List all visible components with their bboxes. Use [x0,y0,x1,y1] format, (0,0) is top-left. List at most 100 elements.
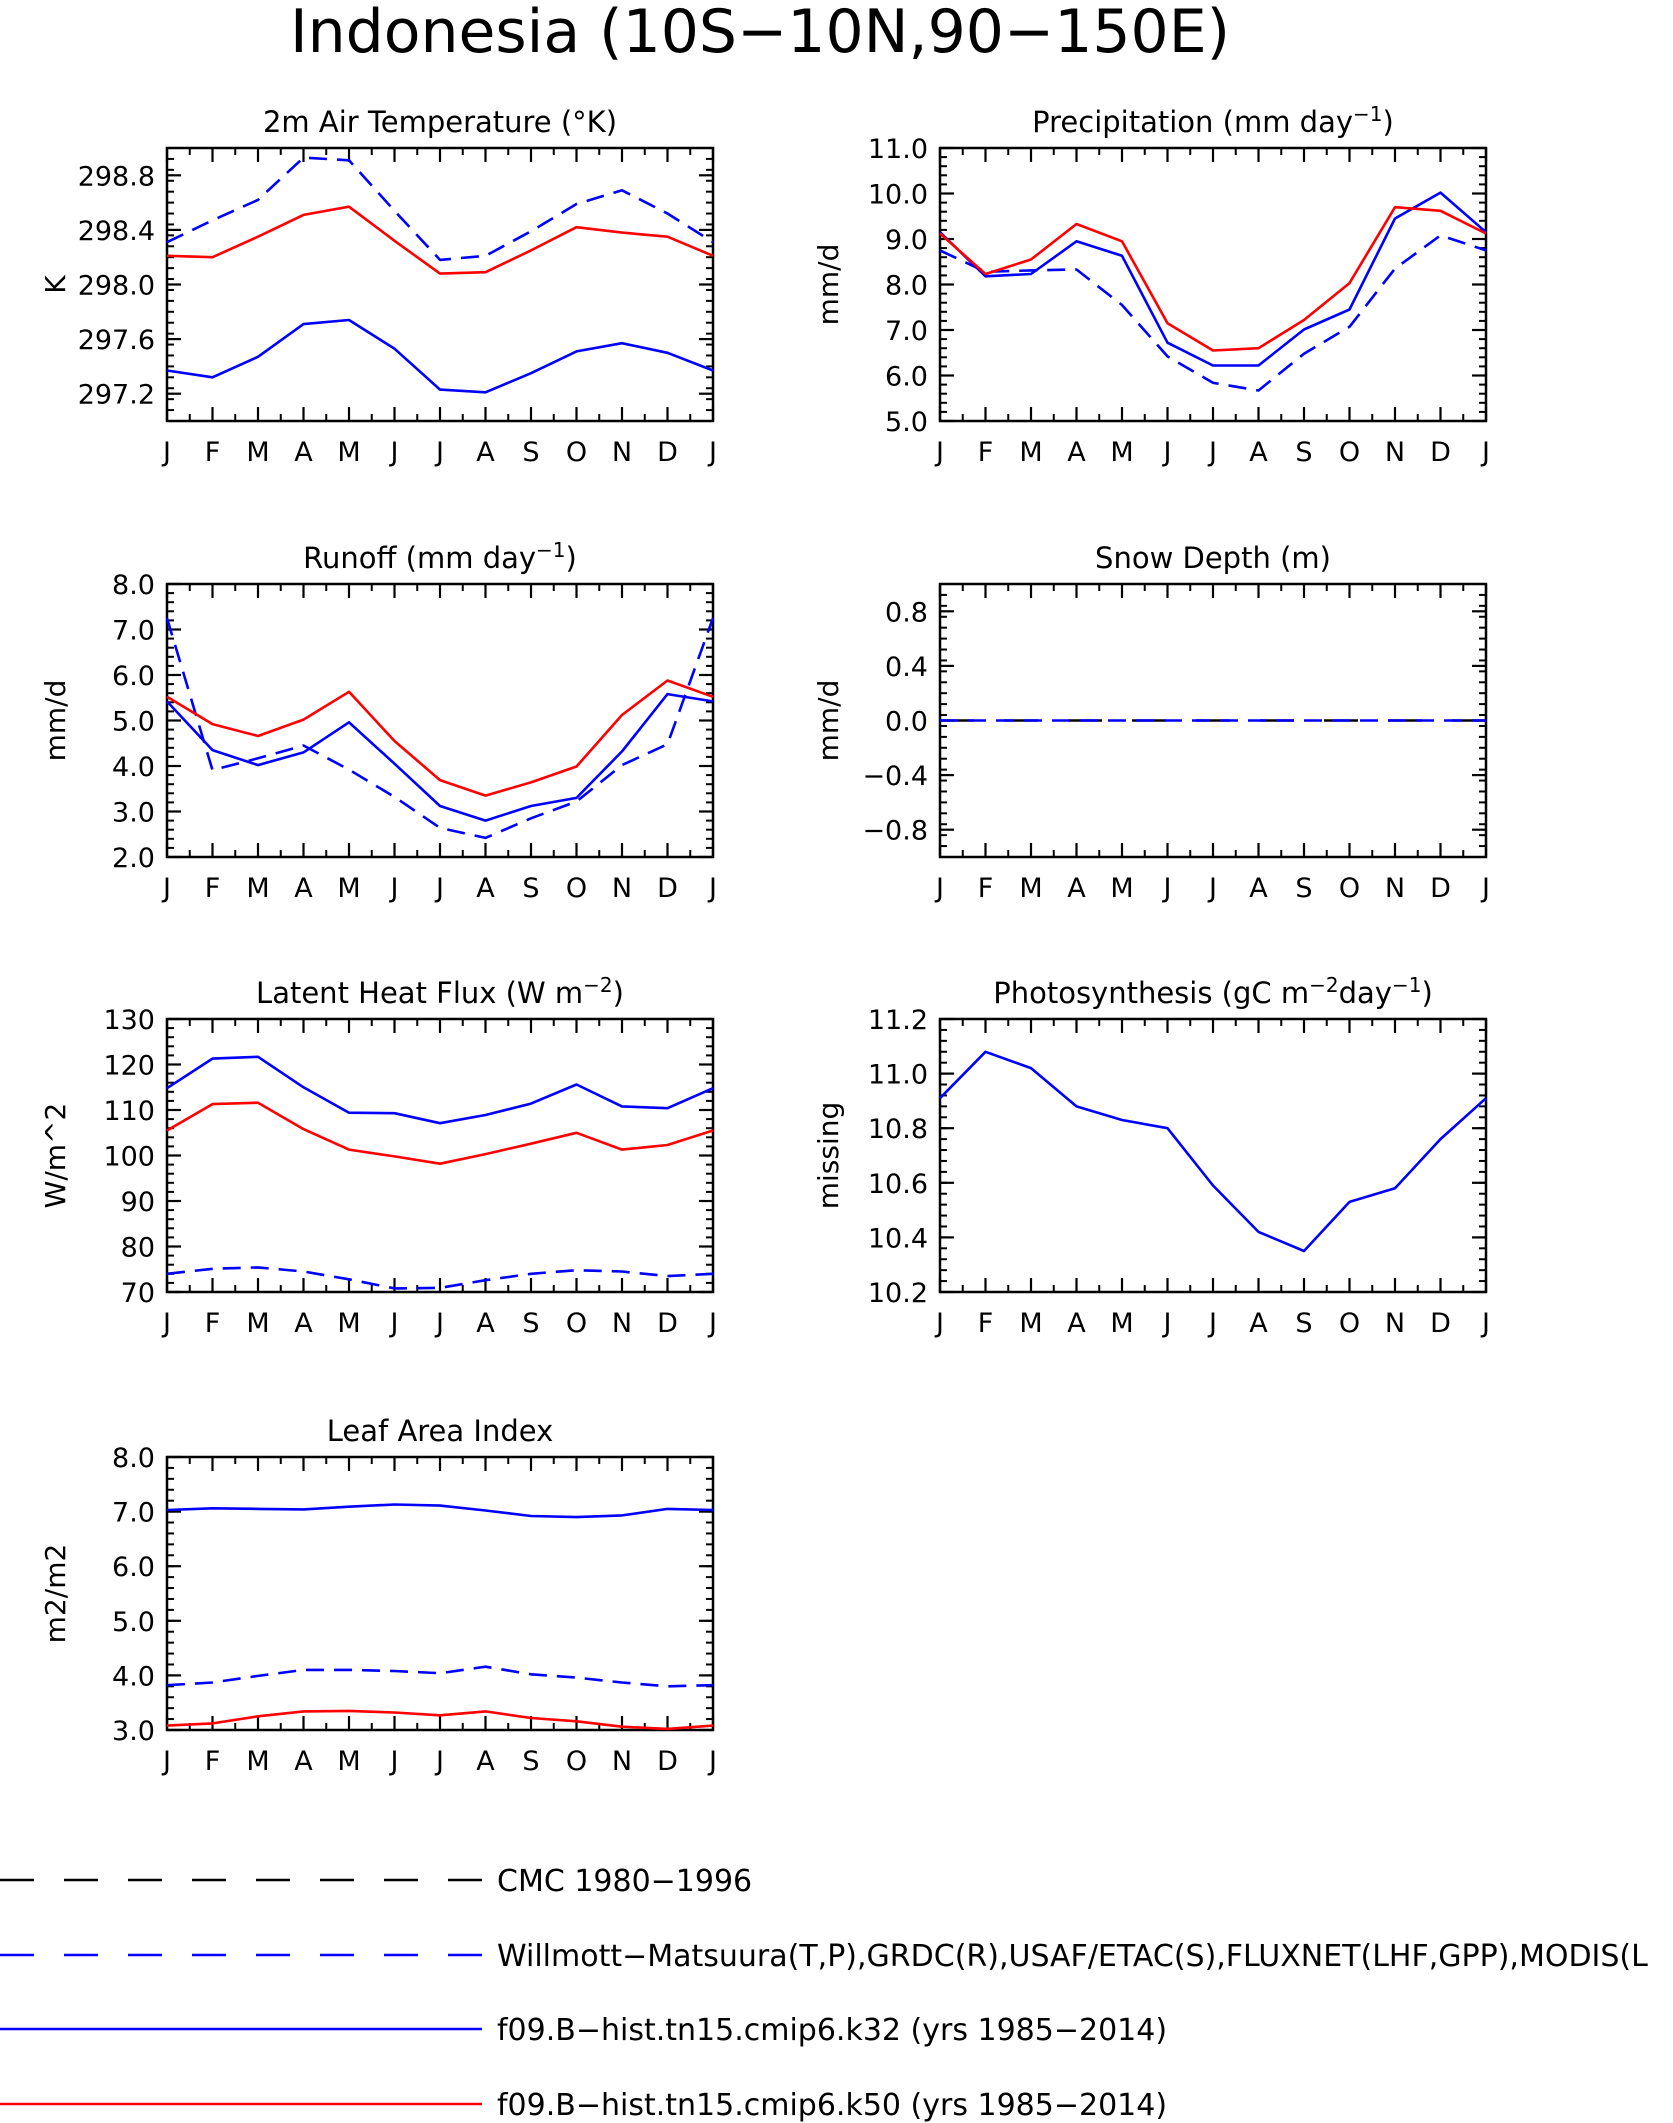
x-tick-label: N [1385,873,1405,904]
y-axis-label: missing [812,1102,845,1210]
y-tick-label: 0.4 [885,652,928,683]
y-tick-label: 3.0 [112,798,155,829]
y-tick-label: 5.0 [112,1607,155,1638]
x-tick-label: F [205,873,221,904]
chart-panel: J F M A M J J A S O N D J708090100110120130W/m^2Late… [39,973,717,1339]
series-line-k32 [166,1503,714,1519]
x-tick-label: O [566,1308,587,1339]
x-tick-label: S [1295,437,1312,468]
x-tick-label: D [1430,437,1451,468]
y-tick-label: 4.0 [112,1661,155,1692]
y-tick-label: 90 [121,1187,155,1218]
legend-item-k32: f09.B−hist.tn15.cmip6.k32 (yrs 1985−2014… [0,2013,1167,2048]
y-axis-label: K [39,275,72,294]
legend-label: f09.B−hist.tn15.cmip6.k50 (yrs 1985−2014… [497,2088,1167,2123]
x-tick-label: N [1385,437,1405,468]
x-tick-label: M [1019,437,1042,468]
x-tick-label: S [1295,873,1312,904]
x-tick-label: F [205,1308,221,1339]
legend-label: f09.B−hist.tn15.cmip6.k32 (yrs 1985−2014… [497,2013,1167,2048]
x-tick-label: J [1207,873,1217,904]
x-tick-label: A [1067,873,1086,904]
x-tick-label: S [522,437,539,468]
series-line-obs [166,1665,714,1688]
panel-title: Runoff (mm day−1) [303,538,577,575]
x-tick-label: F [978,437,994,468]
x-tick-label: A [476,437,495,468]
panel-title: Precipitation (mm day−1) [1032,102,1394,139]
panel-title: Snow Depth (m) [1095,541,1331,575]
x-tick-label: A [294,873,313,904]
y-tick-label: 6.0 [112,661,155,692]
series-line-k32 [166,692,714,822]
x-tick-label: D [657,873,678,904]
y-tick-label: 8.0 [112,570,155,601]
x-tick-label: J [1162,873,1172,904]
y-tick-label: 0.8 [885,597,928,628]
x-tick-label: J [389,1308,399,1339]
panel-title: Photosynthesis (gC m−2day−1) [993,973,1433,1010]
x-tick-label: F [205,1746,221,1777]
panel-title: Leaf Area Index [327,1414,553,1448]
y-tick-label: 0.0 [885,707,928,738]
x-tick-label: J [707,1308,717,1339]
x-tick-label: O [1339,1308,1360,1339]
series-line-k50 [939,205,1487,352]
x-tick-label: A [476,1308,495,1339]
x-tick-label: M [1110,437,1133,468]
panels-group: J F M A M J J A S O N D J297.2297.6298.0298.4298.8K2… [39,102,1490,1777]
y-tick-label: 6.0 [112,1552,155,1583]
y-tick-label: 9.0 [885,225,928,256]
y-tick-label: 11.2 [868,1005,928,1036]
x-tick-label: A [1067,437,1086,468]
y-tick-label: 7.0 [112,1498,155,1529]
x-tick-label: N [612,1308,632,1339]
x-tick-label: J [161,873,171,904]
x-tick-label: M [337,1746,360,1777]
legend-label: Willmott−Matsuura(T,P),GRDC(R),USAF/ETAC… [497,1939,1648,1974]
y-axis-label: mm/d [812,680,845,762]
y-tick-label: −0.4 [862,761,928,792]
x-tick-label: M [246,873,269,904]
x-tick-label: J [707,437,717,468]
x-tick-label: M [337,437,360,468]
x-tick-label: N [612,873,632,904]
y-tick-label: −0.8 [862,816,928,847]
x-tick-label: J [389,1746,399,1777]
x-tick-label: A [294,437,313,468]
x-tick-label: J [161,437,171,468]
x-tick-label: J [1162,1308,1172,1339]
panel-title: Latent Heat Flux (W m−2) [256,973,624,1010]
y-tick-label: 298.8 [78,161,155,192]
x-tick-label: D [657,1308,678,1339]
y-tick-label: 130 [103,1005,155,1036]
x-tick-label: D [657,1746,678,1777]
x-tick-label: M [1019,1308,1042,1339]
x-tick-label: M [337,1308,360,1339]
y-axis-label: mm/d [39,680,72,762]
x-tick-label: O [566,873,587,904]
x-tick-label: J [1480,437,1490,468]
y-tick-label: 297.6 [78,325,155,356]
chart-panel: J F M A M J J A S O N D J3.04.05.06.07.08.0m2/m2Leaf… [39,1414,717,1777]
x-tick-label: J [707,873,717,904]
y-tick-label: 10.6 [868,1169,928,1200]
x-tick-label: A [476,1746,495,1777]
x-tick-label: S [522,1308,539,1339]
x-tick-label: A [476,873,495,904]
y-tick-label: 8.0 [885,271,928,302]
y-tick-label: 298.4 [78,216,155,247]
series-line-k32 [166,1055,714,1125]
series-line-k50 [166,1709,714,1731]
x-tick-label: J [389,437,399,468]
y-tick-label: 100 [103,1142,155,1173]
x-tick-label: M [1019,873,1042,904]
chart-panel: J F M A M J J A S O N D J2.03.04.05.06.07.08.0mm/dRu… [39,538,717,904]
y-tick-label: 4.0 [112,752,155,783]
series-line-obs [939,234,1487,392]
x-tick-label: J [389,873,399,904]
x-tick-label: J [434,437,444,468]
x-tick-label: N [1385,1308,1405,1339]
y-tick-label: 11.0 [868,1060,928,1091]
x-tick-label: O [1339,437,1360,468]
